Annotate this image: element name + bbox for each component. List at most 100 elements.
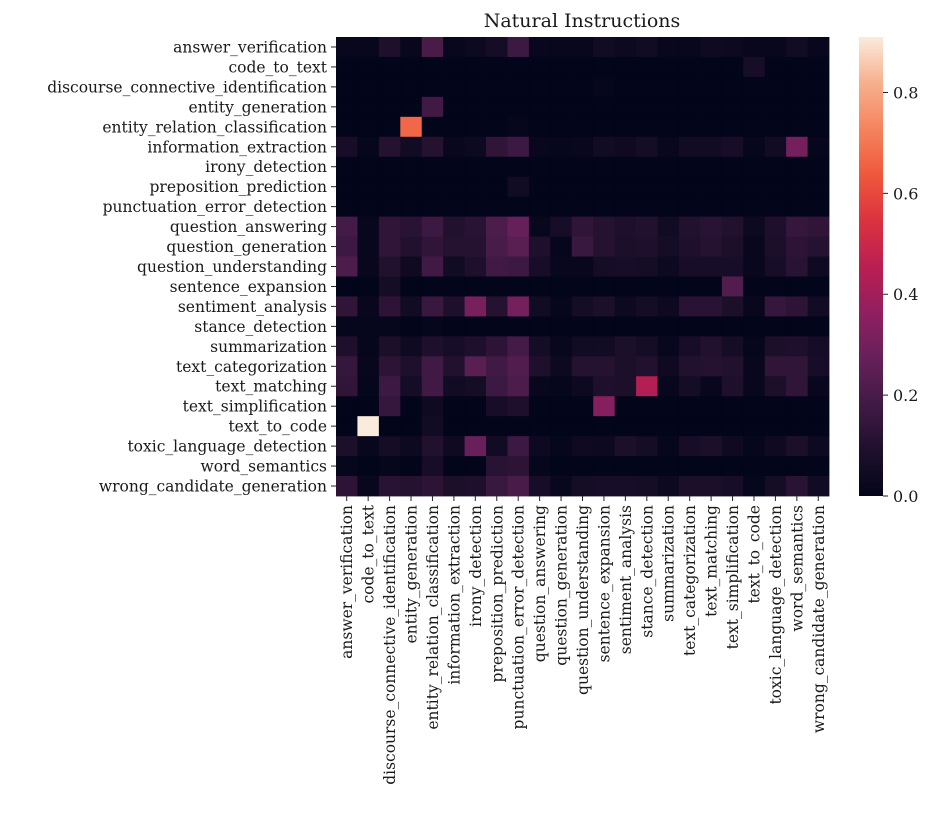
heatmap-cell <box>786 156 808 178</box>
heatmap-cell <box>528 476 551 497</box>
colorbar-tick-label: 0.8 <box>893 83 918 102</box>
column-label: text_matching <box>703 505 721 617</box>
row-label: summarization <box>210 338 327 356</box>
heatmap-cell <box>336 116 358 138</box>
heatmap-cell <box>807 356 830 377</box>
heatmap-cell <box>357 136 380 158</box>
heatmap-cell <box>657 276 680 297</box>
heatmap-cell <box>336 136 358 158</box>
heatmap-cell <box>657 416 680 437</box>
heatmap-cell <box>507 336 530 357</box>
heatmap-cell <box>700 456 723 477</box>
heatmap-cell <box>400 356 423 377</box>
heatmap-cell <box>443 116 465 138</box>
heatmap-cell <box>400 216 423 237</box>
heatmap-cell <box>336 416 358 437</box>
heatmap-cell <box>636 276 658 297</box>
row-label: information_extraction <box>147 138 327 156</box>
row-label: wrong_candidate_generation <box>99 478 327 496</box>
heatmap-cell <box>486 456 508 477</box>
heatmap-cell <box>657 176 680 198</box>
heatmap-cell <box>614 216 637 237</box>
heatmap-cell <box>421 376 444 397</box>
heatmap-cell <box>786 236 808 257</box>
heatmap-cell <box>721 76 744 98</box>
heatmap-cell <box>721 376 744 397</box>
heatmap-cell <box>464 216 487 237</box>
heatmap-cell <box>614 436 637 457</box>
heatmap-cell <box>443 316 465 337</box>
heatmap-cell <box>700 156 723 178</box>
heatmap-cell <box>721 236 744 257</box>
heatmap-cell <box>378 376 401 397</box>
heatmap-cell <box>700 76 723 98</box>
heatmap-cell <box>721 116 744 138</box>
heatmap-cell <box>721 136 744 158</box>
heatmap-cell <box>786 76 808 98</box>
heatmap-cell <box>507 196 530 218</box>
heatmap-cell <box>378 476 401 497</box>
row-label: sentiment_analysis <box>178 298 327 316</box>
column-label: sentence_expansion <box>595 505 613 662</box>
row-label: question_understanding <box>137 258 327 276</box>
heatmap-cell <box>507 76 530 98</box>
heatmap-cell <box>507 376 530 397</box>
heatmap-cell <box>443 136 465 158</box>
heatmap-cell <box>593 356 616 377</box>
heatmap-cell <box>636 256 658 277</box>
heatmap-cell <box>486 296 508 317</box>
row-label: discourse_connective_identification <box>47 78 327 96</box>
heatmap-cell <box>357 96 380 118</box>
row-label: entity_generation <box>189 98 327 116</box>
heatmap-cell <box>593 136 616 158</box>
heatmap-cell <box>764 136 787 158</box>
heatmap-cell <box>700 356 723 377</box>
heatmap-cell <box>614 296 637 317</box>
heatmap-cell <box>743 156 766 178</box>
heatmap-cell <box>464 476 487 497</box>
heatmap-cell <box>464 416 487 437</box>
heatmap-cell <box>378 176 401 198</box>
heatmap-cell <box>400 196 423 218</box>
heatmap-cell <box>400 96 423 118</box>
heatmap-cell <box>357 256 380 277</box>
heatmap-cell <box>528 316 551 337</box>
heatmap-cell <box>464 196 487 218</box>
heatmap-cell <box>700 216 723 237</box>
row-labels: answer_verification code_to_text discourse… <box>47 38 336 496</box>
heatmap-cell <box>400 136 423 158</box>
heatmap-cell <box>721 356 744 377</box>
heatmap-cell <box>807 276 830 297</box>
heatmap-cell <box>807 116 830 138</box>
heatmap-cell <box>550 156 573 178</box>
row-label: entity_relation_classification <box>102 118 327 136</box>
heatmap-cell <box>486 396 508 417</box>
heatmap-cell <box>700 336 723 357</box>
heatmap-cell <box>443 256 465 277</box>
column-label: entity_generation <box>403 505 421 643</box>
heatmap-cell <box>764 196 787 218</box>
heatmap-cell <box>678 116 701 138</box>
heatmap-cell <box>443 456 465 477</box>
heatmap-cell <box>507 176 530 198</box>
heatmap-cell <box>507 156 530 178</box>
heatmap-cell <box>571 356 594 377</box>
heatmap-cell <box>464 96 487 118</box>
heatmap-cell <box>443 336 465 357</box>
heatmap-cell <box>636 136 658 158</box>
heatmap-cell <box>721 456 744 477</box>
heatmap-cell <box>571 156 594 178</box>
heatmap-cell <box>443 216 465 237</box>
heatmap-cell <box>636 216 658 237</box>
heatmap-cell <box>507 276 530 297</box>
heatmap-cell <box>636 476 658 497</box>
heatmap-cell <box>357 296 380 317</box>
heatmap-cell <box>593 436 616 457</box>
heatmap-cell <box>678 96 701 118</box>
heatmap-cell <box>700 316 723 337</box>
heatmap-cell <box>743 316 766 337</box>
heatmap-cell <box>786 196 808 218</box>
heatmap-cell <box>443 196 465 218</box>
heatmap-cell <box>421 456 444 477</box>
heatmap-cell <box>743 216 766 237</box>
